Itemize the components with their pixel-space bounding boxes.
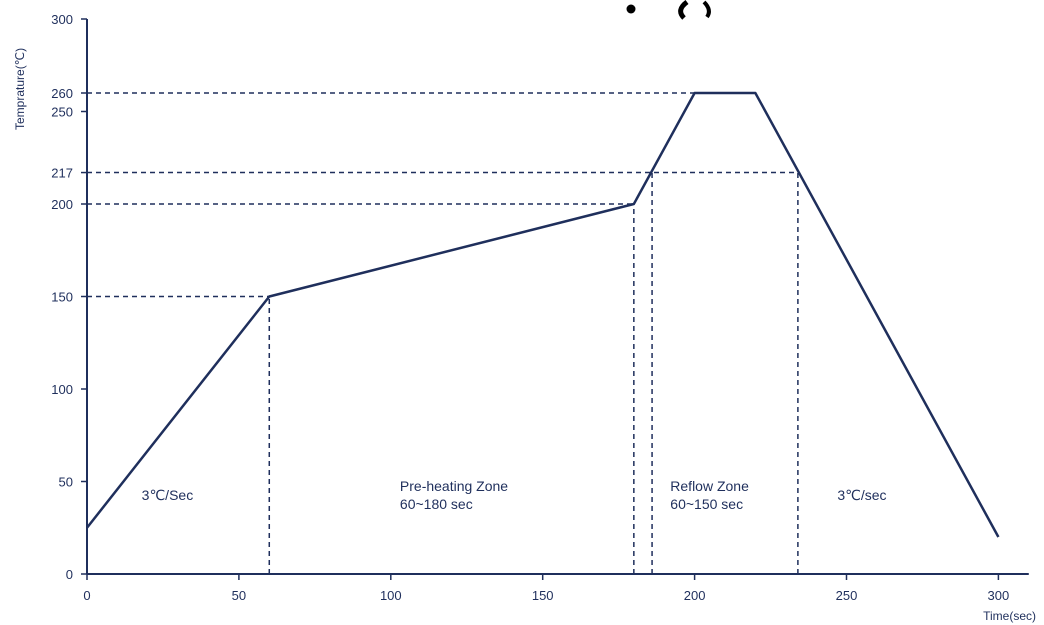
zone-annotation: Pre-heating Zone 60~180 sec xyxy=(400,478,508,512)
y-tick-label: 200 xyxy=(51,197,73,212)
x-tick-label: 50 xyxy=(232,588,246,603)
reference-lines xyxy=(87,92,799,574)
zone-annotation: Reflow Zone 60~150 sec xyxy=(670,478,749,512)
axes xyxy=(86,19,1029,575)
x-tick-label: 150 xyxy=(532,588,554,603)
y-tick-label: 217 xyxy=(51,166,73,181)
x-tick-label: 0 xyxy=(83,588,90,603)
zone-annotation-line: 3℃/sec xyxy=(837,487,886,503)
x-tick-label: 200 xyxy=(684,588,706,603)
zone-annotation-line: Reflow Zone xyxy=(670,478,749,494)
zone-annotation: 3℃/Sec xyxy=(142,487,194,503)
y-tick-label: 250 xyxy=(51,105,73,120)
x-tick-label: 100 xyxy=(380,588,402,603)
x-tick-label: 300 xyxy=(988,588,1010,603)
x-ticks: 0 50 100 150 200 250 300 xyxy=(83,574,1009,603)
zone-annotation: 3℃/sec xyxy=(837,487,886,503)
y-axis-title: Temprature(℃) xyxy=(13,48,27,130)
zone-annotation-line: 3℃/Sec xyxy=(142,487,194,503)
zone-annotation-line: 60~180 sec xyxy=(400,496,473,512)
zone-annotation-line: 60~150 sec xyxy=(670,496,743,512)
y-ticks: 0 50 100 150 200 217 250 260 300 xyxy=(51,12,87,582)
y-tick-label: 300 xyxy=(51,12,73,27)
annotations: 3℃/Sec Pre-heating Zone 60~180 sec Reflow Z… xyxy=(142,478,887,512)
zone-annotation-line: Pre-heating Zone xyxy=(400,478,508,494)
cropped-glyph-fragment xyxy=(626,0,711,20)
x-axis-title: Time(sec) xyxy=(983,609,1036,623)
y-tick-label: 260 xyxy=(51,86,73,101)
x-tick-label: 250 xyxy=(836,588,858,603)
y-tick-label: 0 xyxy=(66,567,73,582)
y-tick-label: 50 xyxy=(59,475,73,490)
y-tick-label: 150 xyxy=(51,290,73,305)
temperature-profile-line xyxy=(86,91,1000,538)
series xyxy=(86,91,1000,538)
y-tick-label: 100 xyxy=(51,382,73,397)
